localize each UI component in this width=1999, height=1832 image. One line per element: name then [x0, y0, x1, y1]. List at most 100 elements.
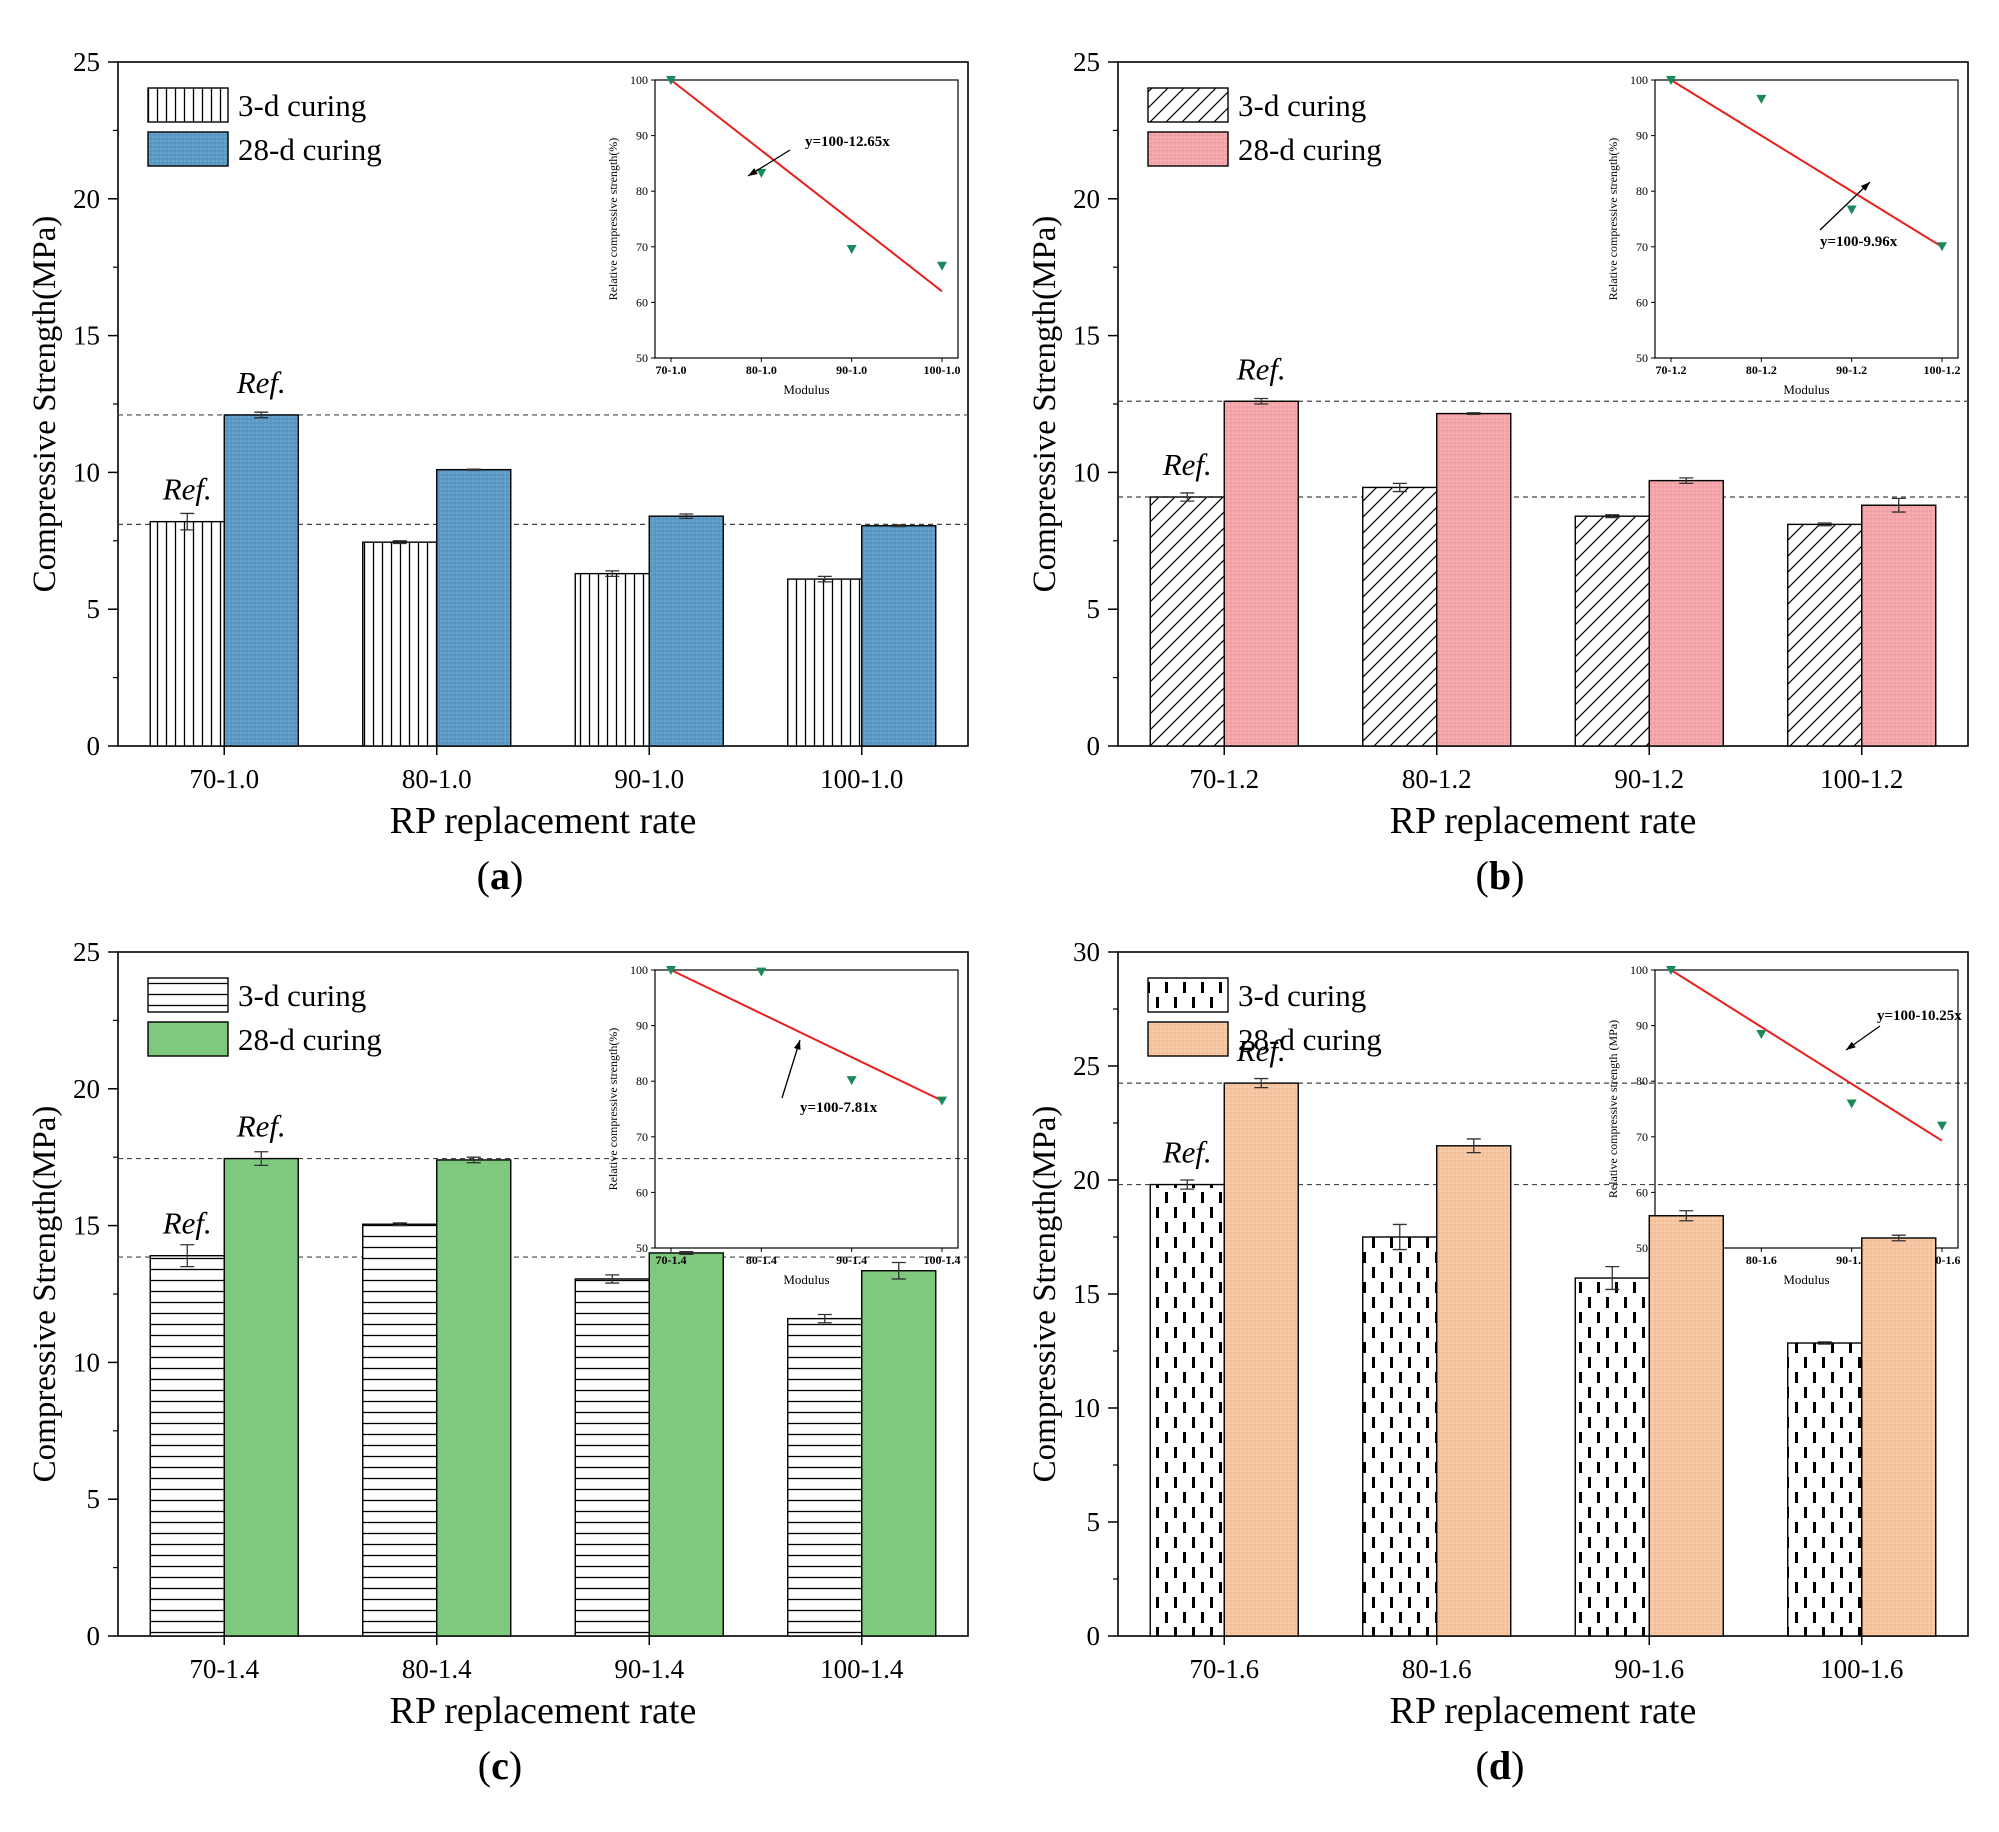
error-bar	[817, 1313, 832, 1324]
y-tick-label: 5	[87, 594, 101, 624]
bar	[787, 578, 863, 747]
panel-caption-b: (b)	[1475, 853, 1525, 898]
error-bar	[392, 540, 407, 545]
panel-caption-a: (a)	[476, 853, 524, 898]
y-tick-label: 15	[1073, 321, 1100, 351]
error-bar	[254, 411, 269, 419]
legend-swatch	[147, 131, 229, 167]
inset-data-point	[937, 1096, 947, 1106]
error-bar	[1254, 397, 1269, 405]
y-tick-label: 15	[73, 1211, 100, 1241]
inset-y-label: Relative compressive strength(%)	[606, 138, 620, 301]
inset-y-tick-label: 90	[636, 129, 648, 143]
y-tick-label: 10	[1073, 457, 1100, 487]
panel-label-c: c	[491, 1743, 509, 1788]
ref-label: Ref.	[162, 472, 212, 507]
legend-swatch	[147, 1021, 229, 1057]
y-tick-label: 0	[87, 731, 101, 761]
fit-line	[1670, 969, 1943, 1142]
fit-equation: y=100-7.81x	[800, 1100, 878, 1116]
inset-y-tick-label: 80	[636, 1074, 648, 1088]
equation-arrow-line	[781, 1039, 801, 1099]
equation-arrow-head	[1860, 182, 1870, 191]
inset-x-tick-label: 100-1.0	[924, 363, 961, 377]
bar	[1149, 496, 1225, 747]
y-tick-label: 25	[73, 937, 100, 967]
error-bar	[605, 570, 620, 578]
ref-label: Ref.	[1162, 447, 1212, 482]
error-bar	[180, 512, 195, 531]
legend-label: 3-d curing	[1238, 978, 1366, 1013]
y-tick-label: 30	[1073, 937, 1100, 967]
chart-c-svg: 0 5 10 15 20 25 Compressive Strength(MPa) 70-1.…	[27, 937, 969, 1732]
x-axis-label: RP replacement rate	[1390, 1690, 1697, 1732]
error-bar	[1817, 1341, 1832, 1345]
legend-label: 3-d curing	[238, 978, 366, 1013]
x-tick-label: 70-1.2	[1189, 764, 1259, 794]
error-bar	[1180, 492, 1195, 502]
y-tick-label: 25	[1073, 1051, 1100, 1081]
y-tick-label: 10	[73, 1347, 100, 1377]
bar	[362, 1223, 438, 1637]
legend-swatch	[1147, 977, 1229, 1013]
y-tick-label: 5	[1087, 594, 1101, 624]
x-tick-label: 90-1.4	[614, 1654, 684, 1684]
bar	[1574, 1277, 1650, 1637]
inset-y-tick-label: 60	[636, 295, 648, 309]
bar	[1223, 400, 1299, 747]
x-tick-label: 80-1.4	[402, 1654, 472, 1684]
panel-label-d: d	[1488, 1743, 1512, 1788]
chart-panel-c: 0 5 10 15 20 25 Compressive Strength(MPa) 70-1.…	[0, 890, 1000, 1806]
fit-line	[670, 79, 943, 293]
bar	[1861, 504, 1937, 747]
inset-y-tick-label: 80	[636, 184, 648, 198]
inset-y-tick-label: 50	[636, 1241, 648, 1255]
inset-x-tick-label: 90-1.0	[836, 363, 867, 377]
equation-arrow-line	[1819, 181, 1871, 231]
inset-x-tick-label: 70-1.0	[656, 363, 687, 377]
legend-swatch	[1147, 131, 1229, 167]
bar	[574, 572, 650, 747]
y-tick-label: 0	[1087, 1621, 1101, 1651]
inset-y-tick-label: 80	[1636, 184, 1648, 198]
x-tick-label: 90-1.6	[1614, 1654, 1684, 1684]
legend-label: 28-d curing	[1238, 132, 1382, 167]
inset-data-point	[1846, 205, 1857, 215]
panel-label-a: a	[490, 853, 510, 898]
x-tick-label: 80-1.6	[1402, 1654, 1472, 1684]
inset-data-point	[1756, 94, 1767, 104]
inset-data-point	[1756, 1029, 1767, 1039]
inset-data-point	[1937, 242, 1947, 252]
inset-x-tick-label: 80-1.2	[1746, 363, 1777, 377]
bar	[861, 525, 937, 747]
error-bar	[1891, 497, 1906, 513]
y-tick-label: 20	[73, 184, 100, 214]
y-axis-label: Compressive Strength(MPa)	[27, 1106, 63, 1483]
inset-data-point	[756, 967, 767, 977]
error-bar	[1605, 514, 1620, 519]
inset-y-tick-label: 100	[1630, 73, 1648, 87]
inset-y-tick-label: 50	[636, 351, 648, 365]
bar	[1787, 523, 1863, 747]
inset-y-tick-label: 80	[1636, 1074, 1648, 1088]
y-tick-label: 10	[73, 457, 100, 487]
inset-y-tick-label: 50	[1636, 1241, 1648, 1255]
x-tick-label: 100-1.0	[820, 764, 903, 794]
inset-x-tick-label: 90-1.4	[836, 1253, 867, 1267]
bar	[574, 1278, 650, 1637]
inset-data-point	[666, 76, 676, 85]
error-bar	[679, 513, 694, 520]
inset-x-tick-label: 90-1.6	[1836, 1253, 1867, 1267]
inset-data-point	[1666, 966, 1676, 975]
bar	[1861, 1237, 1937, 1637]
x-tick-label: 90-1.2	[1614, 764, 1684, 794]
y-tick-label: 15	[1073, 1279, 1100, 1309]
bar	[436, 1159, 512, 1637]
ref-label: Ref.	[162, 1206, 212, 1241]
error-bar	[817, 575, 832, 583]
chart-panel-d: 0 5 10 15 20 25 30 Compressive Strength(MPa) 70-…	[1000, 890, 1999, 1806]
legend-swatch	[147, 87, 229, 123]
error-bar	[1605, 1265, 1620, 1291]
bar	[1362, 1236, 1438, 1637]
y-tick-label: 25	[73, 47, 100, 77]
